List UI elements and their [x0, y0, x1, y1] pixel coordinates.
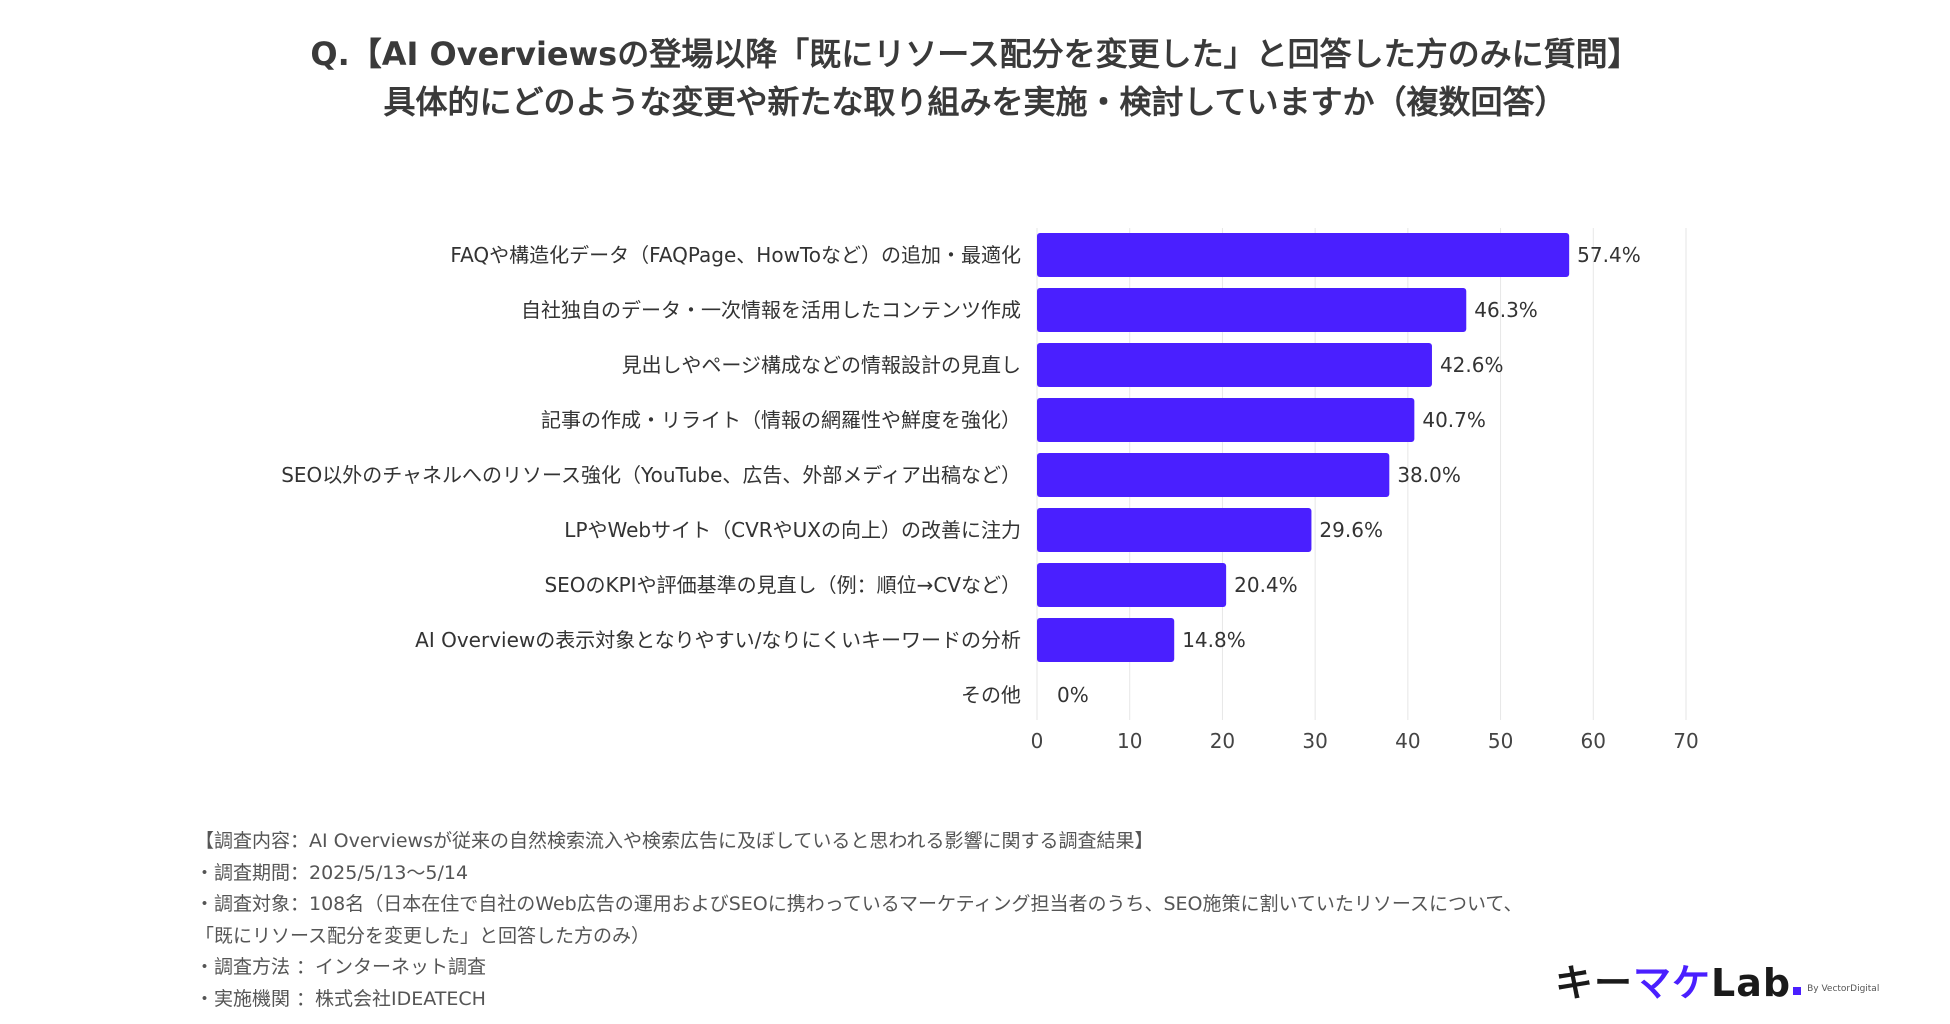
bar-chart: FAQや構造化データ（FAQPage、HowToなど）の追加・最適化自社独自のデ… [281, 228, 1699, 753]
value-label: 42.6% [1440, 353, 1504, 377]
value-label: 40.7% [1422, 408, 1486, 432]
chart-title-line2: 具体的にどのような変更や新たな取り組みを実施・検討していますか（複数回答） [383, 83, 1567, 121]
logo-part1: キー [1555, 961, 1634, 1005]
value-label: 14.8% [1182, 628, 1246, 652]
category-label: 記事の作成・リライト（情報の網羅性や鮮度を強化） [541, 408, 1021, 432]
value-label: 20.4% [1234, 573, 1298, 597]
x-axis-ticks: 0 10 20 30 40 50 60 70 [1031, 729, 1699, 753]
survey-note-line: 「既にリソース配分を変更した」と回答した方のみ） [195, 924, 651, 947]
survey-note-line: ・調査期間：2025/5/13〜5/14 [195, 861, 469, 884]
bar [1037, 398, 1415, 442]
logo-part3: Lab [1711, 961, 1792, 1005]
x-tick-label: 40 [1395, 729, 1420, 753]
x-tick-label: 10 [1117, 729, 1142, 753]
survey-note-line: ・実施機関 ：株式会社IDEATECH [195, 987, 486, 1010]
bar [1037, 343, 1432, 387]
value-labels: 57.4% 46.3% 42.6% 40.7% 38.0% 29.6% 20.4% 14.8%… [1057, 243, 1641, 707]
bars [1037, 233, 1570, 662]
category-label: LPやWebサイト（CVRやUXの向上）の改善に注力 [564, 518, 1021, 542]
value-label: 29.6% [1319, 518, 1383, 542]
bar [1037, 618, 1175, 662]
value-label: 46.3% [1474, 298, 1538, 322]
logo-dot-icon [1793, 987, 1802, 995]
survey-note-line: 【調査内容：AI Overviewsが従来の自然検索流入や検索広告に及ぼしている… [195, 830, 1154, 852]
bar [1037, 288, 1467, 332]
x-tick-label: 50 [1488, 729, 1513, 753]
category-label: 見出しやページ構成などの情報設計の見直し [622, 353, 1021, 377]
category-label: SEOのKPIや評価基準の見直し（例：順位→CVなど） [544, 573, 1021, 597]
bar [1037, 233, 1570, 277]
x-tick-label: 0 [1031, 729, 1044, 753]
x-tick-label: 30 [1302, 729, 1327, 753]
category-labels: FAQや構造化データ（FAQPage、HowToなど）の追加・最適化自社独自のデ… [281, 243, 1021, 707]
value-label: 38.0% [1397, 463, 1461, 487]
survey-note-line: ・調査対象：108名（日本在住で自社のWeb広告の運用およびSEOに携わっている… [195, 893, 1523, 915]
survey-notes: 【調査内容：AI Overviewsが従来の自然検索流入や検索広告に及ぼしている… [195, 826, 1522, 1015]
category-label: 自社独自のデータ・一次情報を活用したコンテンツ作成 [521, 298, 1021, 322]
value-label: 0% [1057, 683, 1089, 707]
logo-subtitle: By VectorDigital [1807, 984, 1880, 994]
bar [1037, 563, 1227, 607]
value-label: 57.4% [1577, 243, 1641, 267]
x-tick-label: 60 [1581, 729, 1606, 753]
category-label: AI Overviewの表示対象となりやすい/なりにくいキーワードの分析 [415, 628, 1021, 652]
x-tick-label: 20 [1210, 729, 1235, 753]
survey-note-line: ・調査方法 ：インターネット調査 [195, 956, 487, 978]
category-label: その他 [961, 683, 1021, 707]
bar [1037, 508, 1312, 552]
brand-logo: キーマケLab By VectorDigital [1555, 955, 1879, 1005]
category-label: SEO以外のチャネルへのリソース強化（YouTube、広告、外部メディア出稿など… [281, 463, 1021, 487]
logo-text: キーマケLab [1555, 961, 1791, 1005]
category-label: FAQや構造化データ（FAQPage、HowToなど）の追加・最適化 [450, 243, 1021, 267]
chart-title: Q.【AI Overviewsの登場以降「既にリソース配分を変更した」と回答した… [0, 30, 1950, 126]
x-tick-label: 70 [1673, 729, 1698, 753]
logo-part2: マケ [1633, 961, 1712, 1005]
bar [1037, 453, 1390, 497]
chart-title-line1: Q.【AI Overviewsの登場以降「既にリソース配分を変更した」と回答した… [310, 35, 1640, 73]
